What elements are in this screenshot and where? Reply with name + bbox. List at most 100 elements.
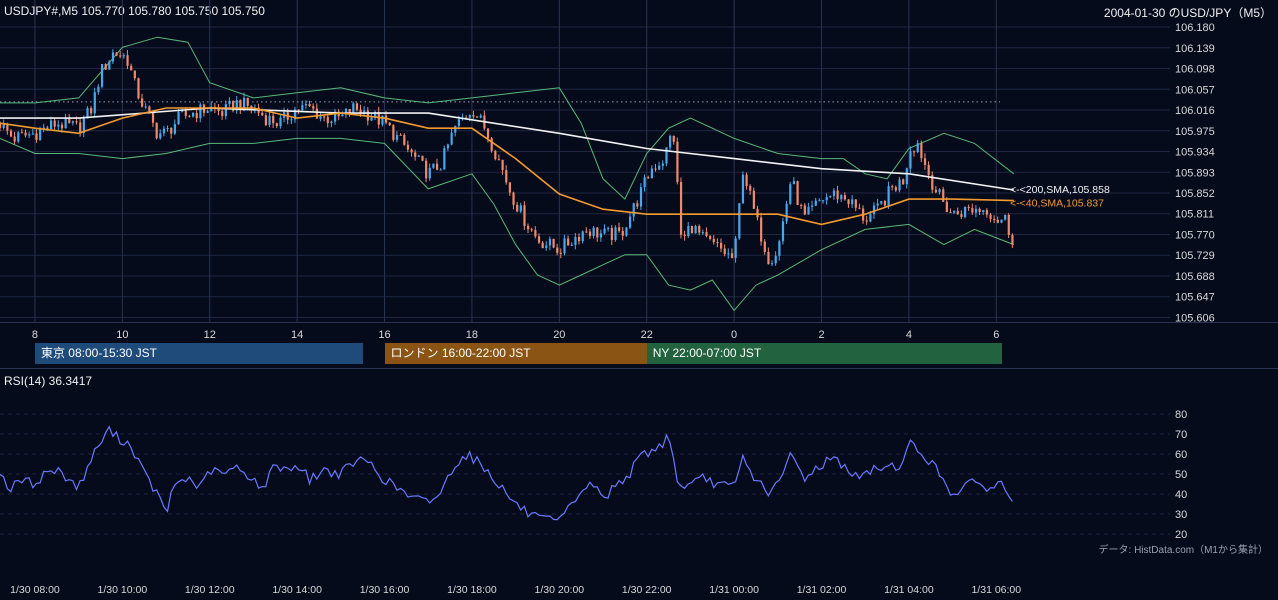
- rsi-x-tick-label: 1/30 18:00: [447, 584, 497, 596]
- candle-body: [749, 186, 752, 191]
- candle-body: [90, 108, 93, 114]
- candle-body: [0, 123, 2, 128]
- candle-body: [297, 109, 300, 111]
- rsi-y-tick-label: 60: [1175, 449, 1187, 461]
- candle-body: [235, 100, 238, 111]
- candle-body: [843, 195, 847, 200]
- candle-body: [818, 200, 821, 202]
- sma40-label: <-<40,SMA,105.837: [1010, 198, 1104, 210]
- price-y-tick-label: 106.139: [1175, 43, 1215, 55]
- candle-body: [330, 121, 333, 124]
- rsi-label: RSI(14) 36.3417: [4, 374, 93, 388]
- candle-body: [465, 117, 468, 119]
- candle-body: [807, 206, 810, 215]
- candle-body: [71, 121, 75, 123]
- candle-body: [665, 147, 668, 164]
- candle-body: [348, 108, 351, 114]
- candle-body: [406, 144, 410, 150]
- candle-body: [446, 144, 450, 149]
- candle-body: [902, 179, 905, 185]
- rsi-x-tick-label: 1/30 22:00: [622, 584, 672, 596]
- candle-body: [603, 228, 606, 234]
- price-y-tick-label: 106.057: [1175, 84, 1215, 96]
- candle-body: [621, 230, 624, 236]
- candle-body: [854, 199, 857, 208]
- candle-body: [1011, 234, 1014, 245]
- candle-body: [272, 115, 275, 124]
- candle-body: [141, 98, 144, 107]
- candle-body: [46, 127, 49, 130]
- candle-body: [741, 174, 745, 204]
- candle-body: [767, 251, 770, 265]
- candle-body: [982, 210, 985, 212]
- candle-body: [705, 232, 708, 237]
- candle-body: [865, 220, 868, 222]
- candle-body: [232, 101, 235, 111]
- rsi-x-tick-label: 1/30 16:00: [360, 584, 410, 596]
- candle-body: [508, 182, 512, 193]
- candle-body: [792, 181, 796, 185]
- candle-body: [75, 121, 78, 123]
- candle-body: [17, 132, 20, 142]
- session-tokyo: 東京 08:00-15:30 JST: [34, 343, 363, 364]
- candle-body: [173, 124, 176, 134]
- candle-body: [996, 220, 999, 223]
- candle-body: [628, 216, 632, 228]
- data-source-credit: データ: HistData.com（M1から集計）: [1098, 545, 1268, 556]
- candle-body: [789, 184, 792, 204]
- candle-body: [126, 55, 129, 66]
- price-y-tick-label: 105.770: [1175, 229, 1215, 241]
- candle-body: [851, 199, 854, 205]
- candle-body: [730, 253, 734, 258]
- candle-body: [264, 115, 268, 126]
- candle-body: [596, 227, 599, 238]
- candle-body: [206, 111, 209, 113]
- candle-body: [836, 190, 839, 200]
- price-x-tick-label: 4: [906, 329, 912, 340]
- candle-body: [144, 106, 147, 108]
- candle-body: [344, 108, 348, 115]
- rsi-x-tick-label: 1/30 12:00: [185, 584, 235, 596]
- candle-body: [93, 92, 96, 114]
- candle-body: [359, 109, 362, 115]
- candle-body: [1000, 219, 1003, 223]
- candle-body: [399, 134, 402, 136]
- candle-body: [217, 108, 220, 112]
- candle-body: [457, 119, 461, 126]
- candle-body: [111, 52, 115, 62]
- candle-body: [435, 163, 439, 170]
- candle-body: [425, 160, 428, 179]
- candle-body: [756, 208, 759, 218]
- candle-body: [505, 170, 508, 183]
- candle-body: [501, 159, 504, 171]
- candle-body: [155, 122, 158, 139]
- candle-body: [876, 203, 879, 206]
- candle-body: [883, 201, 887, 206]
- candle-body: [814, 200, 817, 206]
- candle-body: [803, 205, 806, 215]
- candle-body: [880, 201, 883, 204]
- candle-body: [28, 134, 31, 136]
- candle-body: [698, 226, 701, 233]
- candle-body: [585, 231, 588, 233]
- candle-body: [661, 163, 664, 166]
- candle-body: [971, 208, 974, 213]
- candle-body: [898, 179, 901, 191]
- candle-body: [162, 128, 166, 134]
- candle-body: [643, 177, 646, 188]
- candle-body: [832, 190, 836, 196]
- candle-body: [450, 132, 453, 145]
- candle-body: [68, 117, 71, 123]
- candle-body: [86, 108, 89, 119]
- candle-body: [967, 207, 970, 209]
- candle-body: [35, 133, 38, 140]
- candle-body: [472, 115, 475, 117]
- price-y-tick-label: 105.606: [1175, 312, 1215, 324]
- candle-body: [24, 132, 27, 136]
- candle-body: [308, 103, 311, 107]
- candle-body: [184, 110, 187, 116]
- candle-body: [800, 204, 803, 206]
- candle-body: [720, 242, 723, 249]
- price-y-tick-label: 105.893: [1175, 167, 1215, 179]
- candle-body: [570, 244, 573, 246]
